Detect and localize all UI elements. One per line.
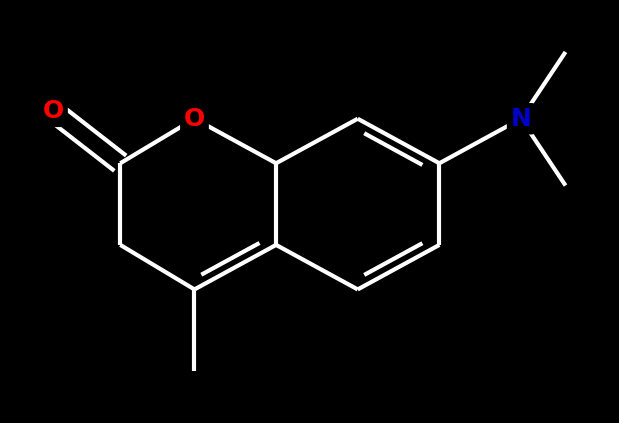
Text: O: O [184, 107, 205, 131]
Text: O: O [43, 99, 64, 124]
Text: N: N [511, 107, 532, 131]
